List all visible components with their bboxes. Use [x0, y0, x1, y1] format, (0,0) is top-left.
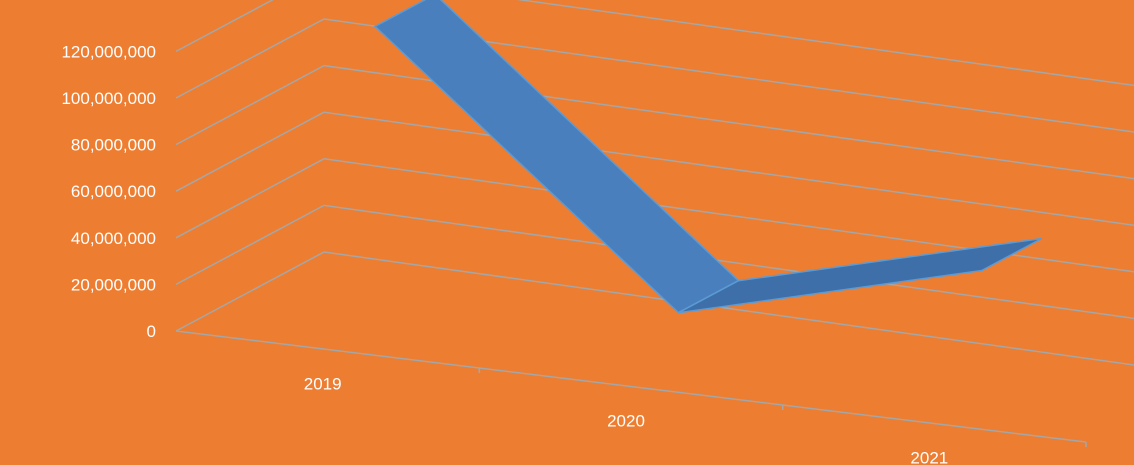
side-gridline — [175, 251, 325, 332]
series-ribbon — [373, 0, 1043, 314]
side-gridline — [175, 158, 325, 239]
x-tick-label: 2021 — [910, 449, 948, 465]
back-gridline — [323, 111, 1134, 226]
series-ribbon-segment — [678, 237, 1043, 314]
side-gridline — [175, 64, 325, 146]
x-axis-line — [175, 330, 1087, 443]
series-ribbon-segment — [373, 0, 740, 314]
side-gridline — [175, 0, 274, 53]
axes — [175, 330, 1087, 447]
x-tick-label: 2020 — [607, 412, 645, 431]
y-tick-label: 60,000,000 — [71, 182, 156, 201]
x-tick-label: 2019 — [304, 375, 342, 394]
y-tick-label: 0 — [147, 322, 156, 341]
y-tick-label: 120,000,000 — [61, 42, 156, 61]
tick-labels: 0 20,000,000 40,000,000 60,000,000 80,000,00… — [61, 42, 948, 465]
y-tick-label: 40,000,000 — [71, 229, 156, 248]
side-gridline — [175, 111, 325, 192]
y-tick-label: 20,000,000 — [71, 275, 156, 294]
y-tick-label: 80,000,000 — [71, 136, 156, 155]
side-gridline — [175, 18, 325, 99]
side-gridline — [175, 204, 325, 286]
gridlines — [175, 0, 1134, 366]
y-tick-label: 100,000,000 — [61, 89, 156, 108]
back-gridline — [323, 204, 1134, 320]
back-gridline — [516, 0, 1134, 87]
back-gridline — [323, 251, 1134, 366]
